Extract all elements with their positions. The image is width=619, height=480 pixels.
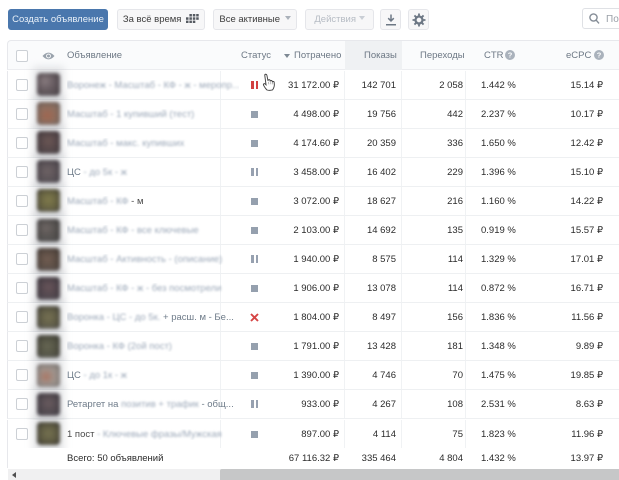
svg-text:?: ? bbox=[508, 51, 513, 60]
svg-text:?: ? bbox=[597, 51, 602, 60]
